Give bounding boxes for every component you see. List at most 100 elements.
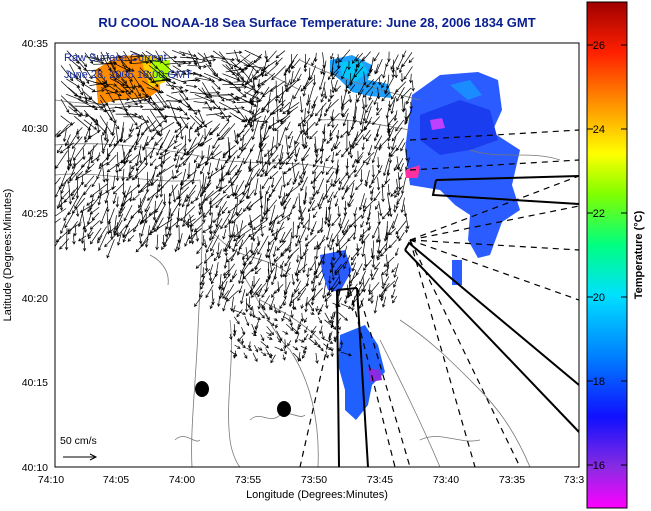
- current-arrow: [97, 235, 103, 244]
- current-arrow: [127, 235, 135, 242]
- current-arrow: [198, 190, 214, 207]
- current-arrow: [356, 56, 365, 68]
- current-arrow: [66, 161, 71, 171]
- current-arrow: [276, 212, 293, 224]
- current-arrow: [266, 326, 275, 336]
- current-arrow: [257, 235, 269, 256]
- current-arrow: [243, 99, 258, 107]
- current-arrow: [216, 121, 230, 137]
- current-arrow: [348, 141, 353, 159]
- current-arrow: [191, 162, 198, 185]
- current-arrow: [197, 134, 204, 147]
- current-arrow: [164, 227, 168, 238]
- current-arrow: [209, 193, 228, 208]
- current-arrow: [295, 274, 300, 283]
- current-arrow: [68, 113, 89, 118]
- current-arrow: [388, 239, 397, 249]
- current-arrow: [250, 116, 255, 133]
- current-arrow: [374, 262, 381, 270]
- current-arrow: [335, 149, 342, 157]
- current-arrow: [372, 116, 380, 126]
- current-arrow: [383, 158, 390, 177]
- current-arrow: [234, 180, 245, 197]
- current-arrow: [355, 134, 364, 146]
- current-arrow: [285, 323, 294, 331]
- current-arrow: [226, 192, 235, 199]
- current-arrow: [265, 313, 270, 321]
- current-arrow: [219, 101, 241, 114]
- current-arrow: [202, 176, 207, 190]
- current-arrow: [282, 102, 300, 115]
- current-arrow: [313, 143, 318, 154]
- current-arrow: [287, 162, 300, 171]
- current-arrow: [270, 217, 276, 234]
- current-arrow: [351, 54, 359, 65]
- current-arrow: [128, 128, 135, 138]
- current-arrow: [294, 260, 301, 276]
- current-arrow: [342, 245, 348, 259]
- current-arrow: [326, 288, 332, 297]
- current-arrow: [288, 292, 294, 308]
- station-marker-2: [277, 401, 291, 417]
- current-arrow: [311, 57, 316, 67]
- current-arrow: [72, 234, 76, 245]
- current-arrow: [361, 241, 366, 258]
- current-arrow: [176, 212, 180, 222]
- current-arrow: [311, 287, 323, 301]
- current-arrow: [294, 147, 300, 163]
- current-arrow: [150, 110, 162, 128]
- current-arrow: [266, 353, 273, 357]
- current-arrow: [369, 269, 374, 278]
- current-arrow: [174, 126, 183, 133]
- current-arrow: [324, 210, 328, 225]
- current-arrow: [103, 121, 108, 141]
- legend-line-1: Raw Surface Current: [64, 52, 167, 64]
- current-arrow: [243, 201, 252, 213]
- current-arrow: [118, 164, 126, 172]
- current-arrow: [55, 208, 67, 217]
- map-plot-area: [54, 42, 580, 468]
- current-arrow: [377, 211, 381, 226]
- current-arrow: [383, 280, 396, 292]
- current-arrow: [295, 235, 301, 247]
- current-arrow: [142, 141, 149, 151]
- current-arrow: [225, 232, 236, 253]
- current-arrow: [260, 351, 267, 357]
- current-arrow: [338, 345, 343, 352]
- current-arrow: [375, 203, 380, 210]
- current-arrow: [171, 77, 187, 84]
- current-arrow: [331, 324, 337, 330]
- current-arrow: [133, 218, 141, 233]
- current-arrow: [387, 100, 392, 108]
- current-arrow: [338, 171, 349, 185]
- current-arrow: [102, 126, 107, 136]
- current-arrow: [248, 108, 266, 121]
- current-arrow: [222, 73, 241, 82]
- current-arrow: [378, 201, 383, 217]
- current-arrow: [205, 284, 214, 299]
- current-arrow: [84, 67, 93, 80]
- current-arrow: [138, 191, 148, 209]
- current-arrow: [306, 213, 311, 232]
- current-arrow: [234, 130, 238, 144]
- current-arrow: [173, 59, 198, 64]
- current-arrow: [366, 79, 374, 88]
- current-arrow: [317, 193, 324, 207]
- current-arrow: [318, 72, 326, 91]
- current-arrow: [203, 254, 213, 264]
- current-arrow: [384, 87, 388, 95]
- current-arrow: [227, 234, 232, 250]
- current-arrow: [311, 205, 317, 211]
- current-arrow: [143, 147, 156, 161]
- current-arrow: [278, 161, 286, 170]
- current-arrow: [85, 56, 104, 62]
- current-arrow: [186, 56, 206, 62]
- current-arrow: [242, 70, 253, 83]
- current-arrow: [292, 67, 301, 83]
- current-arrow: [200, 283, 205, 290]
- current-arrow: [362, 129, 371, 140]
- current-arrow: [366, 157, 371, 166]
- current-arrow: [390, 190, 397, 197]
- current-arrow: [298, 226, 307, 244]
- current-arrow: [400, 197, 405, 214]
